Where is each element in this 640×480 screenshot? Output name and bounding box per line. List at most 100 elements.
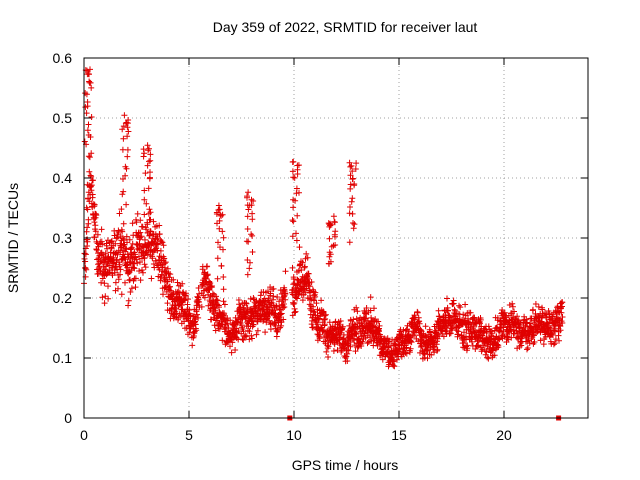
- data-point: [140, 153, 147, 160]
- data-point: [282, 291, 289, 297]
- data-point: [326, 249, 333, 256]
- data-point: [352, 166, 359, 172]
- data-point: [424, 355, 431, 362]
- data-point: [124, 239, 130, 246]
- data-point: [325, 354, 331, 360]
- x-axis-label: GPS time / hours: [292, 457, 399, 473]
- data-point: [195, 285, 202, 291]
- data-point: [550, 341, 557, 348]
- data-point: [325, 220, 332, 227]
- data-point: [171, 298, 178, 305]
- data-point: [91, 201, 98, 208]
- data-point: [150, 218, 157, 225]
- x-tick-label: 10: [286, 427, 302, 443]
- data-point: [327, 258, 334, 265]
- data-point: [84, 127, 91, 134]
- data-point: [290, 218, 297, 225]
- data-point: [293, 185, 300, 192]
- data-point: [228, 349, 235, 356]
- data-point: [121, 254, 128, 261]
- data-point: [290, 276, 297, 282]
- y-tick-label: 0.6: [53, 50, 73, 66]
- data-point: [518, 342, 525, 349]
- data-point: [524, 346, 530, 353]
- data-point: [305, 270, 312, 277]
- data-point: [550, 332, 556, 338]
- data-point: [511, 308, 517, 315]
- data-point: [155, 241, 161, 248]
- data-point: [347, 172, 354, 179]
- data-point: [198, 303, 205, 310]
- data-point: [122, 172, 129, 179]
- data-point: [94, 231, 101, 238]
- data-point: [93, 247, 100, 253]
- data-point: [214, 220, 220, 227]
- x-tick-label: 0: [80, 427, 88, 443]
- data-point: [89, 194, 96, 201]
- data-point: [220, 274, 227, 280]
- data-point: [245, 206, 252, 213]
- data-point: [347, 339, 354, 345]
- data-point: [208, 283, 215, 289]
- data-point: [274, 294, 281, 300]
- data-point: [537, 337, 544, 344]
- data-point: [354, 308, 361, 315]
- data-point: [184, 301, 191, 308]
- data-point: [82, 90, 89, 97]
- data-point: [182, 297, 189, 304]
- data-point: [350, 316, 357, 323]
- data-point: [127, 276, 133, 283]
- data-point: [361, 315, 368, 322]
- data-point: [86, 168, 93, 175]
- data-point: [88, 173, 95, 180]
- data-point: [214, 255, 221, 262]
- data-point: [280, 316, 287, 323]
- data-point: [306, 283, 313, 290]
- data-point: [296, 189, 302, 196]
- data-point: [281, 304, 288, 310]
- data-point: [141, 254, 148, 261]
- data-point: [349, 176, 356, 183]
- data-point: [129, 220, 136, 227]
- data-point: [88, 187, 95, 194]
- data-point: [116, 210, 123, 217]
- data-point: [310, 324, 316, 331]
- data-point: [282, 296, 289, 303]
- data-point: [101, 280, 108, 287]
- data-point: [416, 320, 423, 327]
- data-point: [121, 112, 128, 119]
- data-point: [221, 301, 228, 308]
- data-point: [368, 314, 375, 321]
- data-point: [348, 198, 355, 205]
- data-point: [483, 330, 490, 336]
- data-point: [249, 216, 256, 223]
- data-point: [289, 233, 296, 240]
- data-point: [353, 160, 360, 167]
- data-point: [407, 345, 414, 352]
- data-point: [93, 212, 100, 219]
- data-point: [218, 212, 225, 219]
- data-point: [294, 212, 301, 219]
- data-point: [136, 268, 143, 274]
- data-point: [467, 309, 474, 316]
- data-point: [403, 350, 410, 357]
- data-point: [349, 210, 356, 217]
- data-point: [215, 239, 221, 246]
- data-point: [384, 343, 391, 350]
- data-point: [390, 362, 397, 369]
- y-tick-label: 0.4: [53, 170, 73, 186]
- data-point: [162, 259, 169, 266]
- data-point: [92, 222, 99, 229]
- data-point: [556, 337, 562, 344]
- data-point: [170, 276, 177, 283]
- data-point: [450, 300, 457, 307]
- data-point: [220, 298, 227, 305]
- data-point: [209, 290, 216, 297]
- data-point: [557, 327, 564, 334]
- data-point: [549, 313, 556, 320]
- data-point: [88, 84, 95, 91]
- data-point: [141, 187, 148, 194]
- data-point: [185, 296, 191, 303]
- data-point: [98, 226, 105, 233]
- data-point: [110, 260, 117, 267]
